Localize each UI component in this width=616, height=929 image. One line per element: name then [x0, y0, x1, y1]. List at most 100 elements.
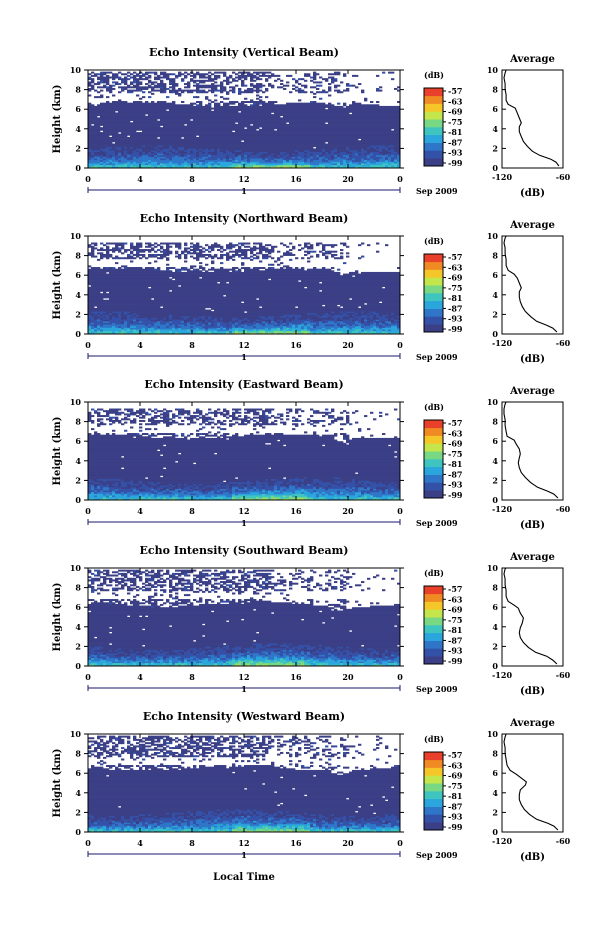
heatmap-cell [109, 137, 112, 139]
heatmap-cell [136, 132, 139, 134]
heatmap-cell [163, 101, 166, 103]
heatmap-cell [211, 73, 214, 75]
heatmap-cell [196, 72, 199, 74]
heatmap-cell [106, 75, 109, 77]
heatmap-cell [331, 77, 334, 79]
heatmap-cell [271, 101, 274, 103]
heatmap-cell [238, 103, 241, 105]
heatmap-cell [196, 80, 199, 82]
heatmap-cell [328, 77, 331, 79]
heatmap-cell [208, 85, 211, 87]
heatmap-cell [310, 101, 313, 103]
heatmap-cell [115, 112, 118, 114]
heatmap-cell [199, 73, 202, 75]
heatmap-cell [247, 106, 250, 108]
heatmap-cell [157, 90, 160, 92]
heatmap-cell [376, 88, 379, 90]
heatmap-cell [199, 90, 202, 92]
heatmap-cell [235, 124, 238, 126]
heatmap-cell [127, 90, 130, 92]
heatmap-cell [193, 96, 196, 98]
heatmap-cell [325, 78, 328, 80]
heatmap-cell [127, 72, 130, 74]
heatmap-cell [325, 91, 328, 93]
heatmap-cell [304, 85, 307, 87]
heatmap-cell [247, 72, 250, 74]
heatmap-cell [334, 85, 337, 87]
heatmap-cell [229, 81, 232, 83]
heatmap-cell [364, 104, 367, 106]
heatmap-cell [256, 98, 259, 100]
heatmap-cell [112, 101, 115, 103]
heatmap-cell [214, 75, 217, 77]
colorbar: -57-63-69-75-81-87-93-99 [424, 86, 463, 168]
heatmap-cell [211, 111, 214, 113]
heatmap-cells [88, 243, 400, 335]
heatmap-cell [340, 81, 343, 83]
heatmap-cell [94, 96, 97, 98]
heatmap-cell [307, 103, 310, 105]
heatmap-cell [283, 104, 286, 106]
heatmap-cell [391, 78, 394, 80]
heatmap-cell [184, 90, 187, 92]
heatmap-cell [100, 86, 103, 88]
heatmap-cell [127, 75, 130, 77]
heatmap-cell [226, 98, 229, 100]
profile-x-tick-label: -60 [556, 172, 571, 182]
heatmap-cell [169, 86, 172, 88]
heatmap-cell [121, 86, 124, 88]
heatmap-cell [328, 86, 331, 88]
heatmap-cell [307, 73, 310, 75]
heatmap-cell [94, 90, 97, 92]
heatmap-cell [118, 72, 121, 74]
heatmap-cell [256, 72, 259, 74]
heatmap-cell [166, 73, 169, 75]
heatmap-cell [184, 86, 187, 88]
heatmap-cell [337, 103, 340, 105]
heatmap-cell [286, 75, 289, 77]
heatmap-cell [394, 106, 397, 108]
heatmap-cell [292, 103, 295, 105]
heatmap-cell [253, 90, 256, 92]
heatmap-cell [106, 101, 109, 103]
heatmap-cell [391, 72, 394, 74]
heatmap-cell [160, 72, 163, 74]
heatmap-cell [97, 252, 100, 254]
profile-x-tick-label: -120 [492, 172, 512, 182]
heatmap-cell [136, 73, 139, 75]
heatmap-cell [277, 104, 280, 106]
heatmap-cell [223, 86, 226, 88]
heatmap-cell [226, 91, 229, 93]
heatmap-cell [136, 78, 139, 80]
heatmap-cell [148, 80, 151, 82]
heatmap-cell [343, 103, 346, 105]
heatmap-cell [256, 130, 259, 132]
heatmap-cell [319, 85, 322, 87]
heatmap-cell [223, 98, 226, 100]
heatmap-cell [178, 104, 181, 106]
heatmap-cell [97, 96, 100, 98]
heatmap-cell [352, 75, 355, 77]
heatmap-cell [136, 95, 139, 97]
heatmap-cell [130, 77, 133, 79]
heatmap-cell [220, 96, 223, 98]
heatmap-cell [343, 73, 346, 75]
heatmap-cell [361, 104, 364, 106]
heatmap-cell [106, 96, 109, 98]
heatmap-cell [349, 114, 352, 116]
heatmap-cell [328, 73, 331, 75]
heatmap-cell [154, 77, 157, 79]
heatmap-cell [319, 81, 322, 83]
heatmap-cell [253, 75, 256, 77]
heatmap-cell [181, 78, 184, 80]
heatmap-cell [178, 93, 181, 95]
heatmap-cell [151, 81, 154, 83]
panel-2: Echo Intensity (Northward Beam)0 4 8 12 16 20… [52, 212, 571, 365]
heatmap-cell [217, 90, 220, 92]
heatmap-cell [91, 243, 94, 245]
heatmap-cell [121, 101, 124, 103]
profile-x-label: (dB) [520, 188, 545, 199]
heatmap-cell [211, 78, 214, 80]
heatmap-cell [376, 75, 379, 77]
